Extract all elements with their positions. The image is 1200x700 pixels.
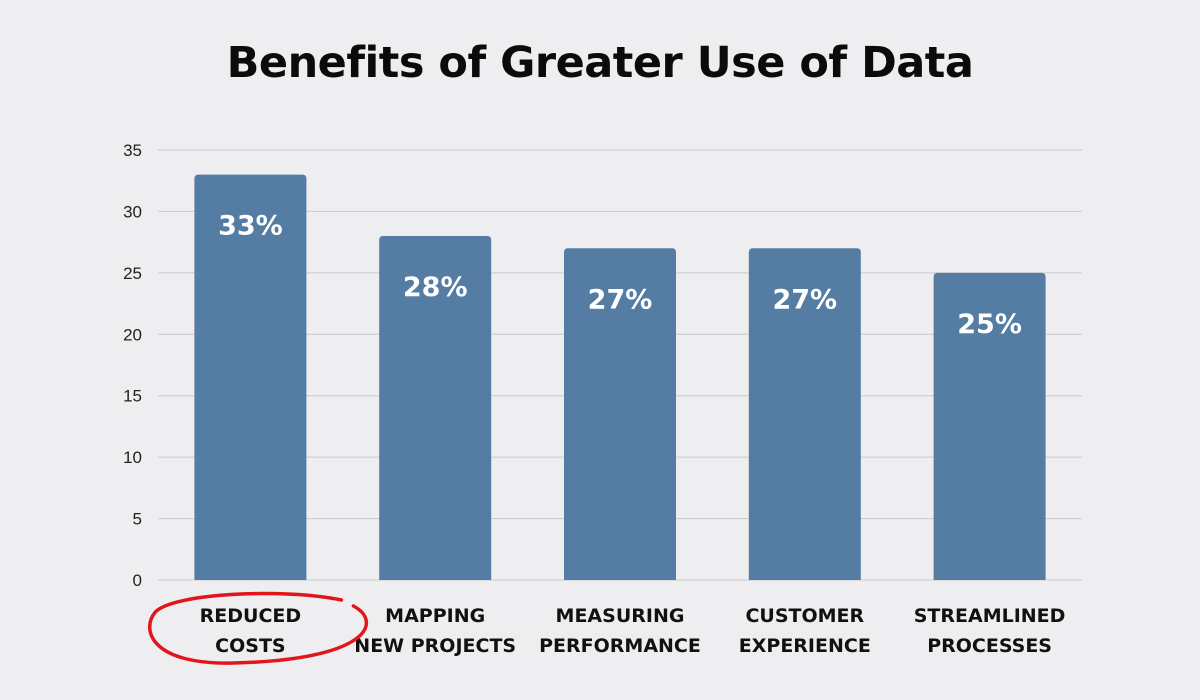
bar [748, 248, 861, 581]
x-category-label-line: PERFORMANCE [539, 635, 701, 657]
bar-data-label: 33% [218, 211, 283, 242]
highlight-annotation [147, 591, 369, 665]
x-category-label-line: PROCESSES [927, 635, 1052, 657]
bars [194, 174, 1046, 581]
y-tick-label: 20 [123, 325, 142, 344]
x-category-label: REDUCED COSTS [200, 605, 302, 657]
data-labels: 33% 28% 27% 27% 25% [218, 211, 1022, 340]
x-category-label: MAPPING NEW PROJECTS [354, 605, 516, 657]
x-category-label-line: MEASURING [556, 605, 685, 627]
x-axis-category-labels: REDUCED COSTS MAPPING NEW PROJECTS MEASURING… [200, 605, 1066, 657]
highlight-circle [147, 591, 369, 665]
bar [194, 174, 307, 581]
chart-title: Benefits of Greater Use of Data [226, 38, 974, 88]
x-category-label-line: MAPPING [385, 605, 485, 627]
y-tick-label: 0 [133, 571, 142, 590]
y-tick-label: 10 [123, 448, 142, 467]
y-tick-label: 5 [133, 510, 142, 529]
x-category-label-line: EXPERIENCE [739, 635, 871, 657]
bar [933, 272, 1046, 580]
y-tick-label: 35 [123, 141, 142, 160]
x-category-label-line: NEW PROJECTS [354, 635, 516, 657]
bar [379, 236, 492, 580]
x-category-label: MEASURING PERFORMANCE [539, 605, 701, 657]
x-category-label-line: CUSTOMER [745, 605, 864, 627]
y-tick-label: 15 [123, 387, 142, 406]
x-category-label: STREAMLINED PROCESSES [914, 605, 1066, 657]
x-category-label-line: REDUCED [200, 605, 302, 627]
x-category-label: CUSTOMER EXPERIENCE [739, 605, 871, 657]
y-tick-label: 25 [123, 264, 142, 283]
bar-data-label: 25% [957, 309, 1022, 340]
x-category-label-line: STREAMLINED [914, 605, 1066, 627]
x-category-label-line: COSTS [215, 635, 285, 657]
bar-data-label: 27% [772, 284, 837, 315]
bar [564, 248, 676, 581]
y-tick-label: 30 [123, 202, 142, 221]
bar-data-label: 28% [403, 272, 468, 303]
bar-data-label: 27% [588, 284, 653, 315]
y-axis-tick-labels: 0 5 10 15 20 25 30 35 [123, 141, 142, 590]
